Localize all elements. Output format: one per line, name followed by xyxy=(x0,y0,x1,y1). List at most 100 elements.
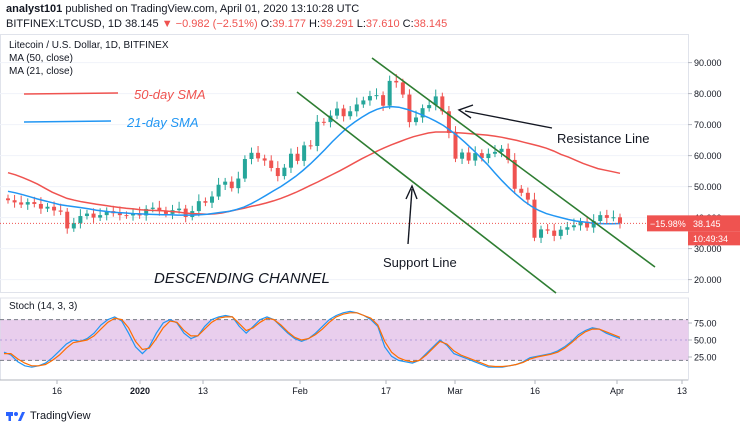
candle xyxy=(282,163,287,180)
candle xyxy=(604,209,609,224)
candle-body xyxy=(236,178,241,189)
candle xyxy=(25,198,30,210)
grid xyxy=(0,34,689,293)
time-tick-label: Mar xyxy=(447,386,463,396)
candle-body xyxy=(38,203,43,209)
legend-sma21-label: 21-day SMA xyxy=(126,115,199,130)
candle-body xyxy=(308,145,313,147)
candle-body xyxy=(269,160,274,168)
candle-body xyxy=(453,132,458,159)
price-tick-label: 20.000 xyxy=(694,275,722,285)
stoch-tick-label: 75.00 xyxy=(694,319,717,329)
candle xyxy=(440,92,445,115)
candle xyxy=(499,145,504,158)
candle xyxy=(91,208,96,223)
candle xyxy=(216,177,221,200)
ma50-indicator-label: MA (50, close) xyxy=(9,53,73,64)
candle-body xyxy=(256,152,261,159)
candle-body xyxy=(604,215,609,218)
price-pane-frame xyxy=(0,34,689,293)
candle xyxy=(65,207,70,234)
candle xyxy=(453,126,458,163)
candle-body xyxy=(585,221,590,228)
stochastic-pane xyxy=(0,297,689,381)
sma21-line xyxy=(7,105,621,225)
candle xyxy=(552,223,557,242)
candle xyxy=(611,210,616,222)
candle xyxy=(400,78,405,98)
candle xyxy=(460,148,465,164)
candle-body xyxy=(288,153,293,168)
candle xyxy=(374,88,379,100)
candle xyxy=(578,217,583,231)
candle xyxy=(519,185,524,197)
author-name[interactable]: analyst101 xyxy=(6,3,63,15)
candle xyxy=(157,200,162,216)
support-arrow xyxy=(407,188,413,245)
candle-body xyxy=(131,213,136,216)
candle xyxy=(492,145,497,158)
candle xyxy=(295,146,300,165)
candle xyxy=(585,216,590,231)
price-tick-label: 70.000 xyxy=(694,120,722,130)
candle-body xyxy=(229,181,234,189)
time-tick-label: Feb xyxy=(292,386,308,396)
candle-body xyxy=(499,148,504,152)
stoch-tick-label: 50.00 xyxy=(694,336,717,346)
price-chart[interactable]: Litecoin / U.S. Dollar, 1D, BITFINEX MA … xyxy=(0,34,740,410)
resistance-label: Resistance Line xyxy=(557,131,650,146)
change-tag-label: −15.98% xyxy=(650,219,686,229)
candle-body xyxy=(539,229,544,238)
price-tick-label: 50.000 xyxy=(694,182,722,192)
candle-body xyxy=(52,206,57,211)
candle xyxy=(446,106,451,139)
candle xyxy=(486,148,491,164)
candle xyxy=(532,192,537,242)
candle xyxy=(367,90,372,106)
candle-body xyxy=(381,95,386,106)
candle-body xyxy=(348,111,353,117)
open-value: 39.177 xyxy=(272,18,306,30)
price-change: ▼ −0.982 (−2.51%) xyxy=(161,18,258,30)
candle xyxy=(348,106,353,120)
candle-body xyxy=(262,158,267,161)
candle-body xyxy=(249,152,254,160)
candle xyxy=(262,154,267,166)
candle xyxy=(242,155,247,182)
candle-body xyxy=(479,153,484,159)
candle xyxy=(275,161,280,182)
high-value: 39.291 xyxy=(320,18,354,30)
candle xyxy=(131,208,136,221)
candle-body xyxy=(400,82,405,95)
resistance-arrow xyxy=(464,110,553,129)
candle xyxy=(539,225,544,244)
candle xyxy=(45,203,50,213)
candle-body xyxy=(591,221,596,228)
tradingview-brand[interactable]: TradingView xyxy=(30,410,91,422)
candle xyxy=(427,99,432,112)
publish-date: published on TradingView.com, April 01, … xyxy=(65,3,360,15)
candle-body xyxy=(150,207,155,209)
candle-body xyxy=(321,121,326,123)
candle-body xyxy=(512,159,517,189)
candle-body xyxy=(210,196,214,203)
stoch-tick-label: 25.00 xyxy=(694,353,717,363)
tradingview-logo-icon xyxy=(6,412,25,421)
chart-labels: Litecoin / U.S. Dollar, 1D, BITFINEX MA … xyxy=(9,40,650,312)
price-tick-label: 90.000 xyxy=(694,58,722,68)
candle xyxy=(12,194,17,208)
candle xyxy=(321,118,326,126)
candle-body xyxy=(196,201,201,212)
candle xyxy=(361,96,366,108)
candle-body xyxy=(367,96,372,101)
low-value: 37.610 xyxy=(365,18,400,30)
candle xyxy=(71,217,76,232)
candle-body xyxy=(163,210,168,214)
candle-body xyxy=(427,105,432,109)
candle-body xyxy=(144,208,149,216)
candle-body xyxy=(157,207,162,211)
legend-sma50-label: 50-day SMA xyxy=(134,87,206,102)
candle xyxy=(84,209,89,220)
price-tick-label: 80.000 xyxy=(694,89,722,99)
candle-body xyxy=(565,227,570,230)
